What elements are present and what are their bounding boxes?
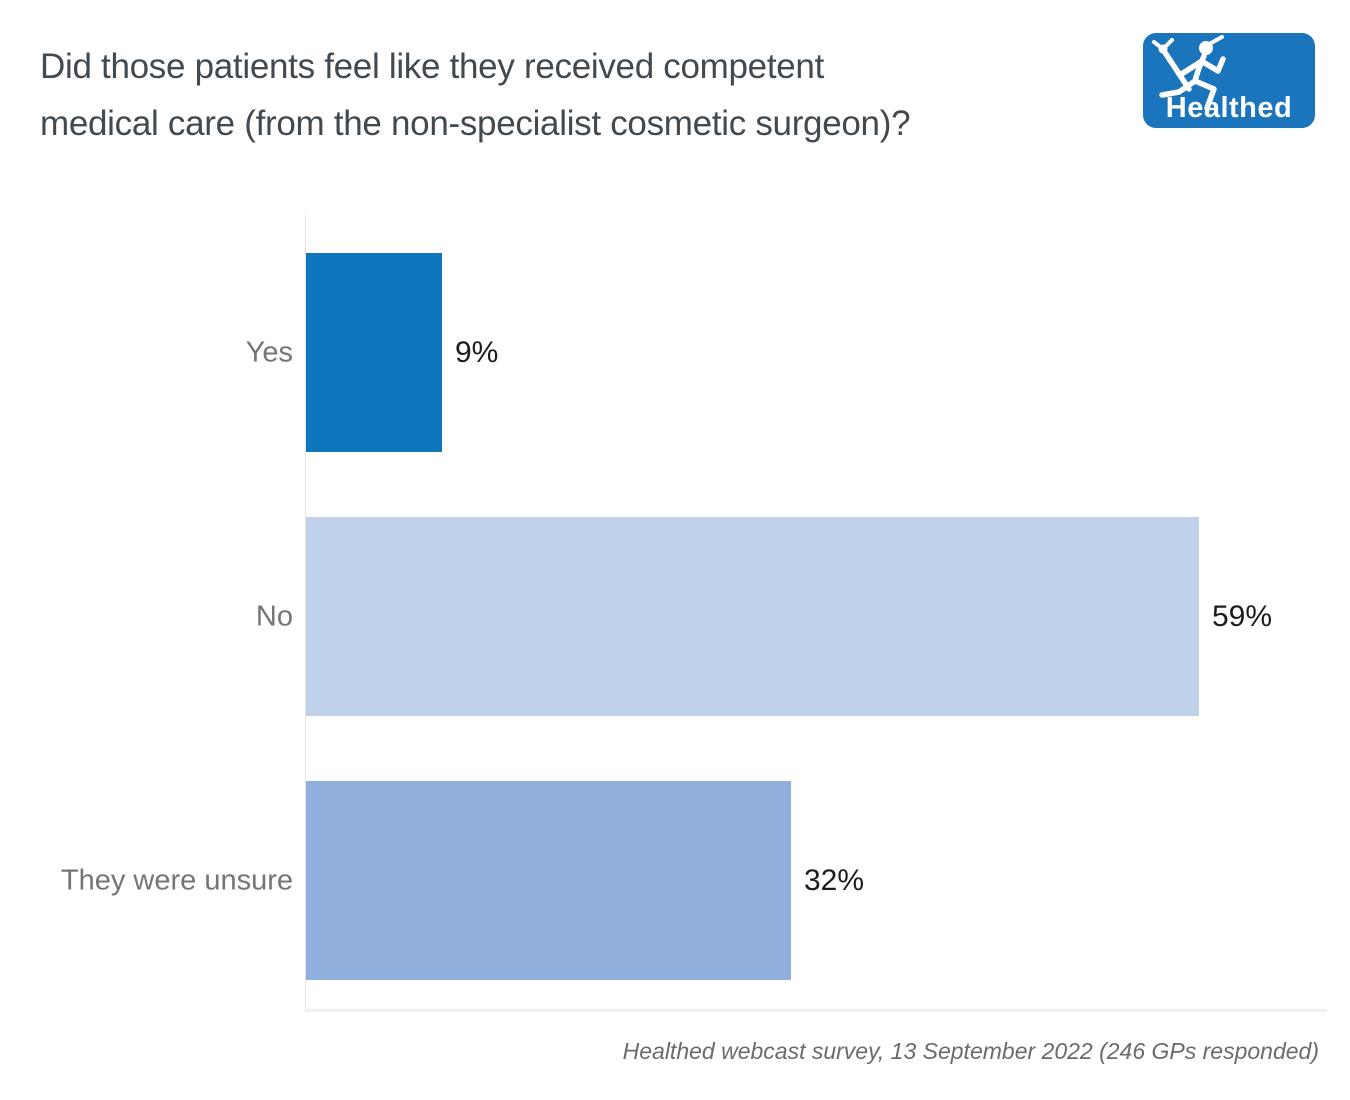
chart-title-line-1: Did those patients feel like they receiv… <box>40 47 825 86</box>
chart-title-line-2: medical care (from the non-specialist co… <box>40 104 911 143</box>
healthed-logo-wordmark: Healthed <box>1165 92 1293 124</box>
category-label: They were unsure <box>60 864 293 897</box>
value-label: 59% <box>1212 600 1273 633</box>
bar-yes <box>306 253 442 452</box>
category-axis: Yes No They were unsure <box>0 0 293 1100</box>
bar-they-were-unsure <box>306 781 791 980</box>
hermes-runner-icon <box>1152 35 1226 111</box>
source-note: Healthed webcast survey, 13 September 20… <box>622 1038 1319 1064</box>
bar-no <box>306 517 1199 716</box>
category-label: No <box>255 600 293 633</box>
chart-title: Did those patients feel like they receiv… <box>40 38 1120 152</box>
category-label: Yes <box>245 336 293 369</box>
value-label: 9% <box>455 336 499 369</box>
plot-area: 9% 59% 32% <box>305 215 1327 1012</box>
value-label: 32% <box>804 864 865 897</box>
healthed-logo: Healthed <box>1143 33 1315 128</box>
